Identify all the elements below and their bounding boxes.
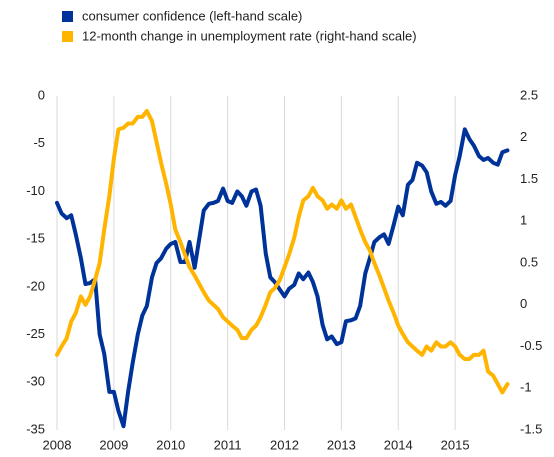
y2-tick-label: 2.5: [520, 87, 538, 102]
y2-tick-label: 1.5: [520, 171, 538, 186]
y-tick-label: -25: [26, 326, 45, 341]
x-tick-label: 2011: [214, 437, 242, 452]
x-tick-label: 2013: [327, 437, 356, 452]
x-tick-label: 2010: [156, 437, 185, 452]
y2-tick-label: 0: [520, 296, 527, 311]
legend-label: consumer confidence (left-hand scale): [82, 8, 302, 23]
x-tick-label: 2015: [441, 437, 470, 452]
y2-tick-label: 2: [520, 129, 527, 144]
legend-label: 12-month change in unemployment rate (ri…: [82, 28, 417, 43]
y2-tick-label: 1: [520, 213, 527, 228]
legend-swatch: [62, 31, 73, 42]
y-tick-label: -10: [26, 183, 45, 198]
y-tick-label: -35: [26, 421, 45, 436]
y2-tick-label: 0.5: [520, 254, 538, 269]
y2-tick-label: -1: [520, 380, 532, 395]
data-line: [55, 127, 510, 429]
x-tick-label: 2012: [270, 437, 299, 452]
y2-tick-label: -1.5: [520, 421, 542, 436]
x-tick-label: 2008: [43, 437, 72, 452]
y2-tick-label: -0.5: [520, 338, 542, 353]
legend-swatch: [62, 11, 73, 22]
y-tick-label: -20: [26, 278, 45, 293]
y-tick-label: -15: [26, 231, 45, 246]
y-tick-label: -5: [33, 135, 45, 150]
data-line: [55, 109, 510, 395]
y-tick-label: -30: [26, 374, 45, 389]
x-tick-label: 2009: [99, 437, 128, 452]
x-tick-label: 2014: [384, 437, 413, 452]
y-tick-label: 0: [38, 87, 45, 102]
